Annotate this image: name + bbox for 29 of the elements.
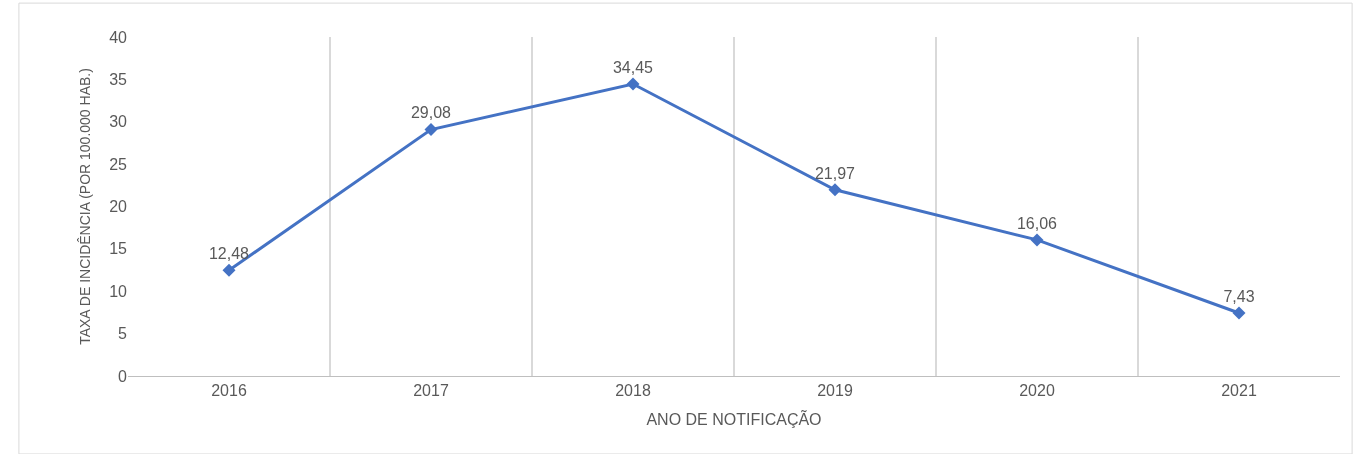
y-tick-label: 10 [109,282,128,300]
point [626,77,640,91]
point [1232,306,1246,320]
data-label: 16,06 [1016,214,1058,232]
y-tick-label: 30 [109,113,128,131]
x-tick-label: 2018 [615,382,651,400]
point [1030,233,1044,247]
x-tick-label: 2020 [1019,382,1055,400]
data-label: 21,97 [814,164,856,182]
x-tick-label: 2019 [817,382,853,400]
data-label: 7,43 [1223,287,1255,305]
y-tick-label: 0 [118,367,128,385]
y-tick-label: 35 [109,70,128,88]
x-tick-label: 2017 [413,382,449,400]
y-axis-title: TAXA DE INCIDÊNCIA (POR 100.000 HAB.) [76,68,93,345]
y-tick-label: 25 [109,155,128,173]
point [424,123,438,137]
data-label: 29,08 [410,104,452,122]
data-label: 12,48 [208,244,250,262]
point [222,263,236,277]
x-tick-label: 2016 [211,382,247,400]
x-axis-title: ANO DE NOTIFICAÇÃO [646,408,822,428]
point [828,183,842,197]
y-tick-label: 5 [118,325,128,343]
data-label: 34,45 [612,58,654,76]
y-tick-label: 20 [109,198,128,216]
y-tick-label: 15 [109,240,128,258]
y-tick-label: 40 [109,28,128,46]
x-tick-label: 2021 [1221,382,1257,400]
